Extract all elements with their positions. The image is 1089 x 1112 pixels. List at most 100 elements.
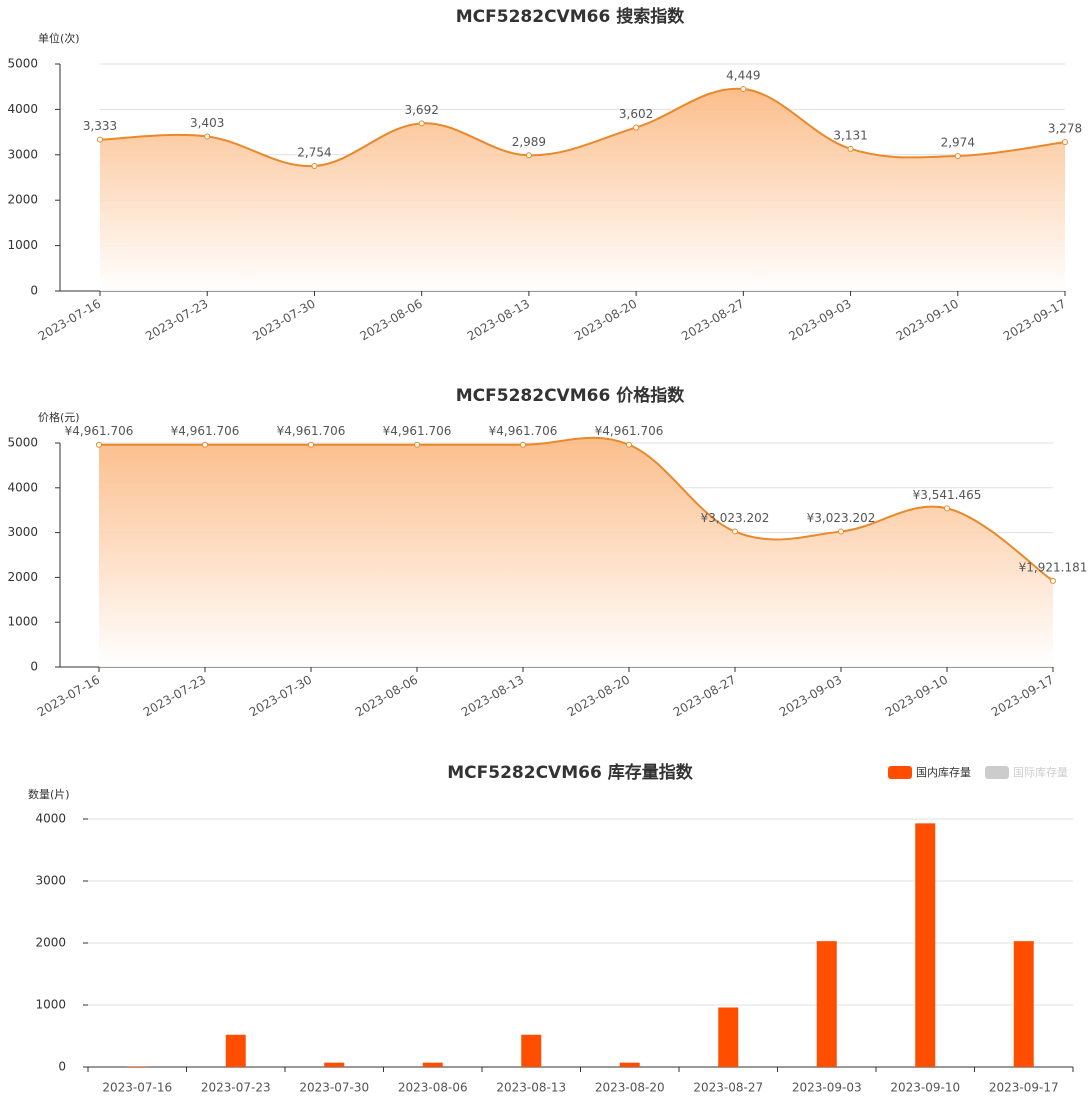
x-tick-label: 2023-09-03 <box>786 297 853 344</box>
x-tick-label: 2023-08-27 <box>671 673 738 720</box>
value-label: ¥3,541.465 <box>913 488 982 502</box>
area <box>100 88 1065 291</box>
point <box>414 441 420 448</box>
legend-swatch <box>888 766 912 779</box>
point <box>204 133 211 140</box>
legend-label: 国际库存量 <box>1013 765 1068 779</box>
value-label: 3,692 <box>404 103 438 117</box>
x-tick-label: 2023-07-30 <box>299 1081 369 1095</box>
x-tick-label: 2023-08-06 <box>358 297 425 344</box>
x-tick-label: 2023-07-23 <box>141 673 208 720</box>
bar <box>1013 941 1034 1067</box>
bar <box>915 823 936 1067</box>
point <box>838 528 844 535</box>
value-label: ¥4,961.706 <box>489 424 558 438</box>
value-label: 3,278 <box>1048 122 1082 136</box>
point <box>944 505 950 512</box>
bar <box>619 1062 640 1067</box>
y-axis-title: 单位(次) <box>38 31 80 45</box>
bar <box>718 1007 739 1067</box>
value-label: ¥4,961.706 <box>171 424 240 438</box>
x-tick-label: 2023-07-16 <box>36 297 103 344</box>
point <box>633 124 640 131</box>
point <box>525 152 532 159</box>
y-tick-label: 4000 <box>7 480 38 494</box>
area <box>99 437 1053 667</box>
x-tick-label: 2023-09-17 <box>989 673 1056 720</box>
point <box>97 136 103 143</box>
bar <box>127 1066 148 1067</box>
point <box>1050 577 1056 584</box>
point <box>1062 139 1068 146</box>
bar <box>816 941 837 1067</box>
y-tick-label: 3000 <box>7 147 38 161</box>
x-tick-label: 2023-08-20 <box>595 1081 665 1095</box>
legend-swatch <box>985 766 1009 779</box>
value-label: 3,602 <box>619 107 653 121</box>
y-tick-label: 0 <box>58 1060 66 1074</box>
x-tick-label: 2023-08-20 <box>565 673 632 720</box>
y-tick-label: 1000 <box>35 998 66 1012</box>
point <box>96 441 102 448</box>
y-tick-label: 1000 <box>7 615 38 629</box>
y-axis-title: 数量(片) <box>28 788 70 801</box>
bar <box>225 1034 246 1067</box>
bar <box>324 1062 345 1067</box>
x-tick-label: 2023-09-17 <box>1001 297 1068 344</box>
point <box>308 441 314 448</box>
y-tick-label: 2000 <box>7 193 38 207</box>
y-tick-label: 1000 <box>7 238 38 252</box>
point <box>626 441 632 448</box>
x-tick-label: 2023-09-03 <box>792 1081 862 1095</box>
x-tick-label: 2023-09-10 <box>890 1081 960 1095</box>
value-label: ¥4,961.706 <box>277 424 346 438</box>
value-label: 2,989 <box>512 135 546 149</box>
y-tick-label: 3000 <box>7 525 38 539</box>
y-tick-label: 4000 <box>7 102 38 116</box>
value-label: ¥4,961.706 <box>65 424 134 438</box>
x-tick-label: 2023-09-17 <box>989 1081 1059 1095</box>
x-tick-label: 2023-08-13 <box>459 673 526 720</box>
point <box>954 152 961 159</box>
y-tick-label: 2000 <box>7 570 38 584</box>
x-tick-label: 2023-09-10 <box>894 297 961 344</box>
bar <box>521 1034 542 1067</box>
chart-title: MCF5282CVM66 库存量指数 <box>447 762 693 783</box>
point <box>740 86 747 93</box>
x-tick-label: 2023-09-03 <box>777 673 844 720</box>
x-tick-label: 2023-07-30 <box>247 673 314 720</box>
x-tick-label: 2023-08-27 <box>693 1081 763 1095</box>
x-tick-label: 2023-08-06 <box>398 1081 468 1095</box>
point <box>520 441 526 448</box>
legend-label: 国内库存量 <box>916 765 971 779</box>
y-tick-label: 3000 <box>35 874 66 888</box>
value-label: ¥4,961.706 <box>595 424 664 438</box>
value-label: ¥3,023.202 <box>701 511 770 525</box>
x-tick-label: 2023-08-13 <box>496 1081 566 1095</box>
point <box>418 120 425 127</box>
x-tick-label: 2023-08-27 <box>679 297 746 344</box>
value-label: 2,754 <box>297 145 331 159</box>
line <box>98 436 1054 582</box>
x-tick-label: 2023-07-23 <box>201 1081 271 1095</box>
value-label: ¥4,961.706 <box>383 424 452 438</box>
x-tick-label: 2023-07-23 <box>143 297 210 344</box>
chart-title: MCF5282CVM66 搜索指数 <box>456 6 685 27</box>
y-tick-label: 0 <box>30 284 38 298</box>
y-tick-label: 5000 <box>7 436 38 450</box>
x-tick-label: 2023-09-10 <box>883 673 950 720</box>
y-tick-label: 0 <box>30 660 38 674</box>
x-tick-label: 2023-07-30 <box>250 297 317 344</box>
y-tick-label: 2000 <box>35 936 66 950</box>
line <box>99 87 1066 167</box>
point <box>732 528 738 535</box>
x-tick-label: 2023-08-13 <box>465 297 532 344</box>
value-label: ¥3,023.202 <box>807 511 876 525</box>
value-label: 3,333 <box>83 119 117 133</box>
value-label: 3,403 <box>190 116 224 130</box>
x-tick-label: 2023-08-06 <box>353 673 420 720</box>
y-tick-label: 5000 <box>7 57 38 71</box>
y-tick-label: 4000 <box>35 812 66 826</box>
chart-title: MCF5282CVM66 价格指数 <box>456 385 685 406</box>
